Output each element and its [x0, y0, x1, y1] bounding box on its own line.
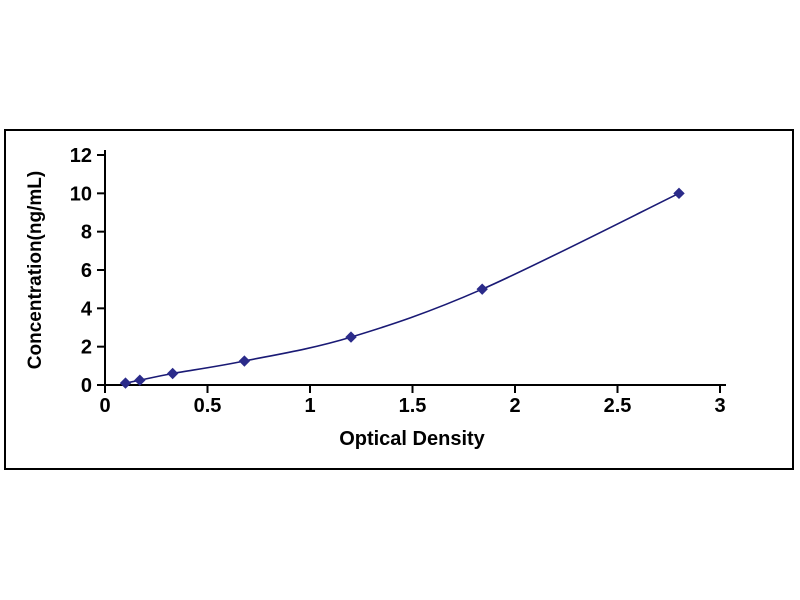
x-tick-label: 2: [509, 395, 520, 417]
x-tick-label: 3: [714, 395, 725, 417]
x-tick-label: 0.5: [194, 395, 222, 417]
y-tick-label: 0: [81, 375, 92, 397]
data-point-marker: [476, 283, 488, 295]
x-tick-label: 1.5: [399, 395, 427, 417]
y-axis-title: Concentration(ng/mL): [25, 171, 46, 369]
data-point-marker: [166, 367, 179, 380]
x-tick-label: 1: [304, 395, 315, 417]
x-tick-label: 0: [99, 395, 110, 417]
y-tick-label: 12: [70, 145, 92, 167]
x-axis-title: Optical Density: [339, 428, 485, 450]
data-point-marker: [238, 355, 251, 367]
x-tick-label: 2.5: [604, 395, 632, 417]
y-tick-label: 2: [81, 337, 92, 359]
standard-curve-plot: Concentration(ng/mL) Optical Density 0 0.…: [25, 145, 726, 450]
data-point-marker: [119, 377, 132, 389]
chart-frame: Concentration(ng/mL) Optical Density 0 0.…: [4, 129, 794, 470]
data-point-marker: [134, 374, 146, 386]
y-tick-label: 4: [81, 298, 93, 320]
y-tick-label: 8: [81, 222, 92, 244]
y-tick-label: 10: [70, 183, 92, 205]
data-point-marker: [345, 331, 357, 343]
data-point-marker: [673, 187, 685, 200]
y-tick-label: 6: [81, 260, 92, 282]
standard-curve-line: [125, 192, 680, 384]
